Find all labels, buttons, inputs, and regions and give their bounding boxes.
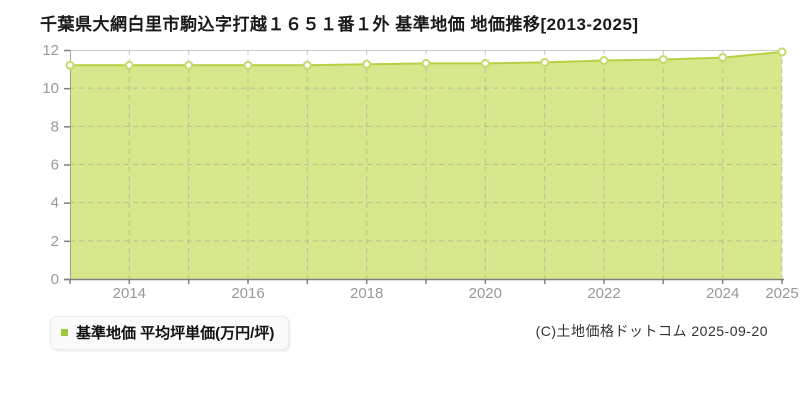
- legend-series-marker-icon: [61, 329, 68, 336]
- legend: 基準地価 平均坪単価(万円/坪): [50, 316, 290, 350]
- page-title: 千葉県大網白里市駒込字打越１６５１番１外 基準地価 地価推移[2013-2025…: [40, 15, 639, 34]
- data-point: [421, 58, 431, 68]
- x-axis-label: 2020: [469, 285, 502, 302]
- y-axis-label: 10: [42, 80, 59, 97]
- y-axis-label: 6: [51, 157, 59, 174]
- data-point: [65, 60, 75, 70]
- x-axis-label: 2018: [350, 285, 383, 302]
- data-point: [777, 47, 787, 57]
- y-axis-label: 2: [51, 233, 59, 250]
- data-point: [480, 58, 490, 68]
- x-axis-label: 2024: [706, 285, 739, 302]
- data-point: [540, 57, 550, 67]
- copyright-text: (C)土地価格ドットコム 2025-09-20: [535, 323, 768, 339]
- area-fill: [70, 51, 782, 280]
- x-axis-label: 2016: [231, 285, 264, 302]
- data-point: [124, 60, 134, 70]
- y-axis-label: 0: [51, 271, 59, 288]
- data-point: [302, 60, 312, 70]
- x-axis-label: 2014: [113, 285, 146, 302]
- x-axis-label: 2022: [587, 285, 620, 302]
- x-axis-label: 2025: [765, 285, 798, 302]
- y-axis-label: 8: [51, 118, 59, 135]
- data-point: [362, 59, 372, 69]
- data-point: [243, 60, 253, 70]
- data-point: [718, 53, 728, 63]
- data-point: [184, 60, 194, 70]
- legend-series-label: 基準地価 平均坪単価(万円/坪): [76, 325, 275, 342]
- y-axis-label: 4: [51, 195, 59, 212]
- data-point: [658, 55, 668, 64]
- y-axis-label: 12: [42, 42, 59, 59]
- data-point: [599, 56, 609, 65]
